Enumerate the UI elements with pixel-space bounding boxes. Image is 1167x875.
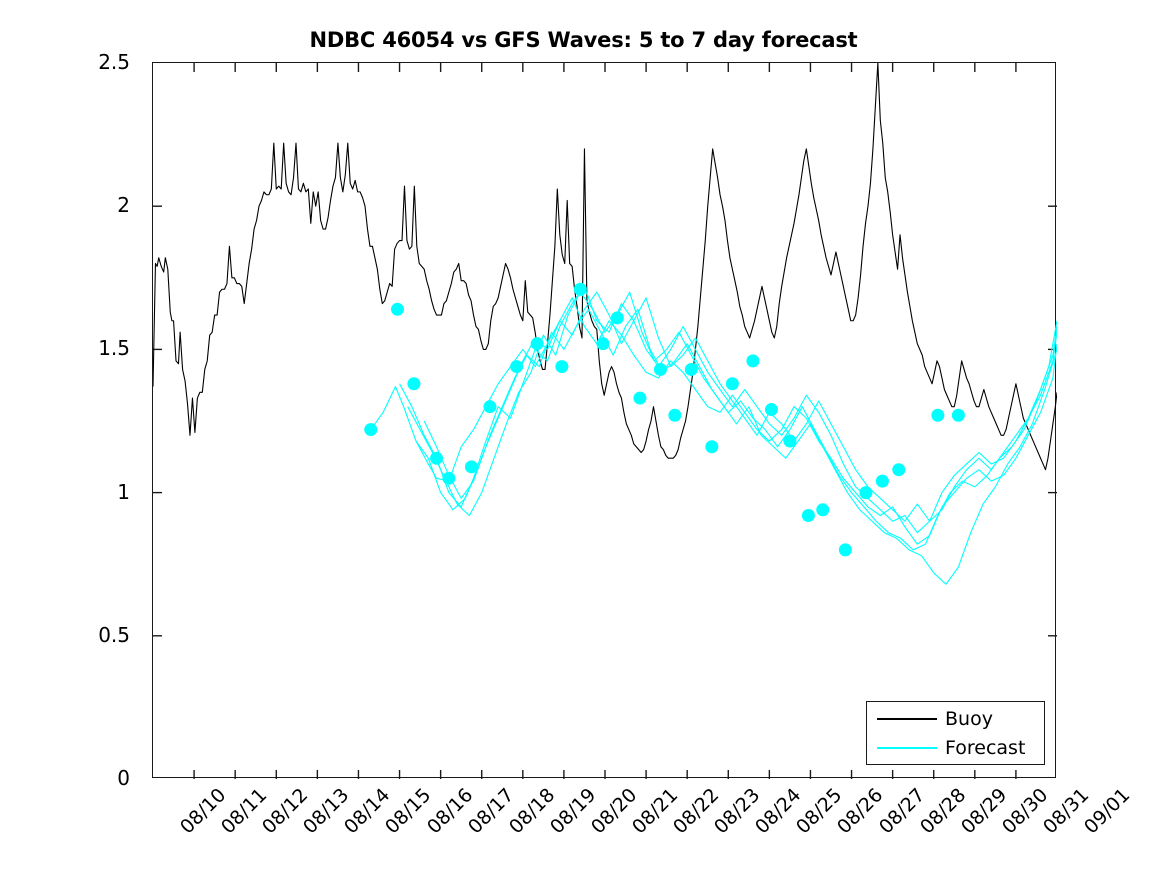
- forecast-marker: [764, 403, 778, 417]
- forecast-marker: [364, 423, 378, 437]
- x-tick-label: 08/29: [956, 784, 1012, 839]
- x-tick-label: 09/01: [1080, 784, 1135, 839]
- plot-area: [152, 62, 1057, 779]
- x-tick-label: 08/24: [751, 784, 806, 839]
- forecast-marker: [801, 509, 815, 523]
- forecast-marker: [931, 408, 945, 422]
- x-tick-label: 08/21: [628, 784, 683, 839]
- x-tick-label: 08/26: [833, 784, 888, 839]
- x-tick-label: 08/20: [586, 784, 642, 839]
- axis-ticks: [153, 63, 1057, 779]
- x-tick-label: 08/15: [381, 784, 436, 839]
- forecast-marker: [816, 503, 830, 517]
- forecast-marker: [892, 463, 906, 477]
- legend-swatch-buoy: [877, 718, 937, 720]
- series-line: [153, 63, 1057, 471]
- legend-label-forecast: Forecast: [945, 737, 1026, 759]
- legend-label-buoy: Buoy: [945, 708, 993, 730]
- x-tick-label: 08/25: [792, 784, 847, 839]
- forecast-marker: [684, 362, 698, 376]
- series-line: [370, 297, 1057, 545]
- x-tick-label: 08/12: [258, 784, 313, 839]
- forecast-marker: [746, 354, 760, 368]
- forecast-marker: [725, 377, 739, 391]
- forecast-marker: [510, 360, 524, 374]
- y-tick-label: 2.5: [98, 50, 130, 74]
- y-tick-label: 0: [117, 766, 130, 790]
- x-tick-label: 08/19: [545, 784, 601, 839]
- y-tick-label: 2: [117, 193, 130, 218]
- x-tick-label: 08/10: [176, 784, 231, 839]
- x-tick-label: 08/11: [217, 784, 272, 839]
- forecast-marker: [859, 486, 873, 500]
- forecast-marker: [555, 360, 569, 374]
- x-tick-label: 08/28: [915, 784, 970, 839]
- y-tick-label: 0.5: [98, 622, 130, 647]
- forecast-marker: [573, 282, 587, 296]
- forecast-marker: [530, 337, 544, 351]
- forecast-marker: [668, 408, 682, 422]
- y-tick-label: 1.5: [98, 336, 130, 361]
- x-tick-label: 08/23: [710, 784, 765, 839]
- forecast-marker: [390, 302, 404, 316]
- forecast-marker: [442, 471, 456, 485]
- x-tick-label: 08/18: [504, 784, 560, 839]
- x-tick-labels: 08/10 08/11 08/12 08/13 08/14 08/15 08/16 08/17…: [152, 778, 1134, 873]
- y-tick-labels: 0 0.5 1 1.5 2 2.5: [22, 50, 142, 790]
- forecast-marker: [838, 543, 852, 557]
- legend-swatch-forecast: [877, 747, 937, 749]
- forecast-marker: [633, 391, 647, 405]
- x-tick-label: 08/31: [1038, 784, 1094, 839]
- forecast-marker: [951, 408, 965, 422]
- x-tick-label: 08/13: [299, 784, 354, 839]
- x-tick-label: 08/22: [669, 784, 724, 839]
- forecast-marker: [407, 377, 421, 391]
- x-tick-label: 08/17: [463, 784, 518, 839]
- x-tick-label: 08/27: [874, 784, 929, 839]
- forecast-marker: [705, 440, 719, 454]
- forecast-marker: [783, 434, 797, 448]
- forecast-marker: [430, 451, 444, 465]
- plot-svg: [153, 63, 1057, 779]
- x-tick-label: 08/14: [340, 784, 395, 839]
- series-line: [415, 308, 1057, 585]
- legend-entry-buoy: Buoy: [867, 704, 1046, 734]
- forecast-marker: [483, 400, 497, 414]
- y-tick-label: 1: [117, 479, 130, 504]
- legend: Buoy Forecast: [866, 701, 1045, 765]
- x-tick-label: 08/30: [997, 784, 1053, 839]
- forecast-marker: [596, 337, 610, 351]
- forecast-marker: [610, 311, 624, 325]
- forecast-marker-points: [364, 282, 965, 557]
- forecast-marker: [464, 460, 478, 474]
- forecast-marker: [653, 362, 667, 376]
- chart-title: NDBC 46054 vs GFS Waves: 5 to 7 day fore…: [309, 28, 858, 52]
- forecast-marker: [875, 474, 889, 488]
- legend-entry-forecast: Forecast: [867, 733, 1046, 763]
- x-tick-label: 08/16: [422, 784, 477, 839]
- data-series: [153, 63, 1057, 585]
- series-line: [399, 285, 1057, 534]
